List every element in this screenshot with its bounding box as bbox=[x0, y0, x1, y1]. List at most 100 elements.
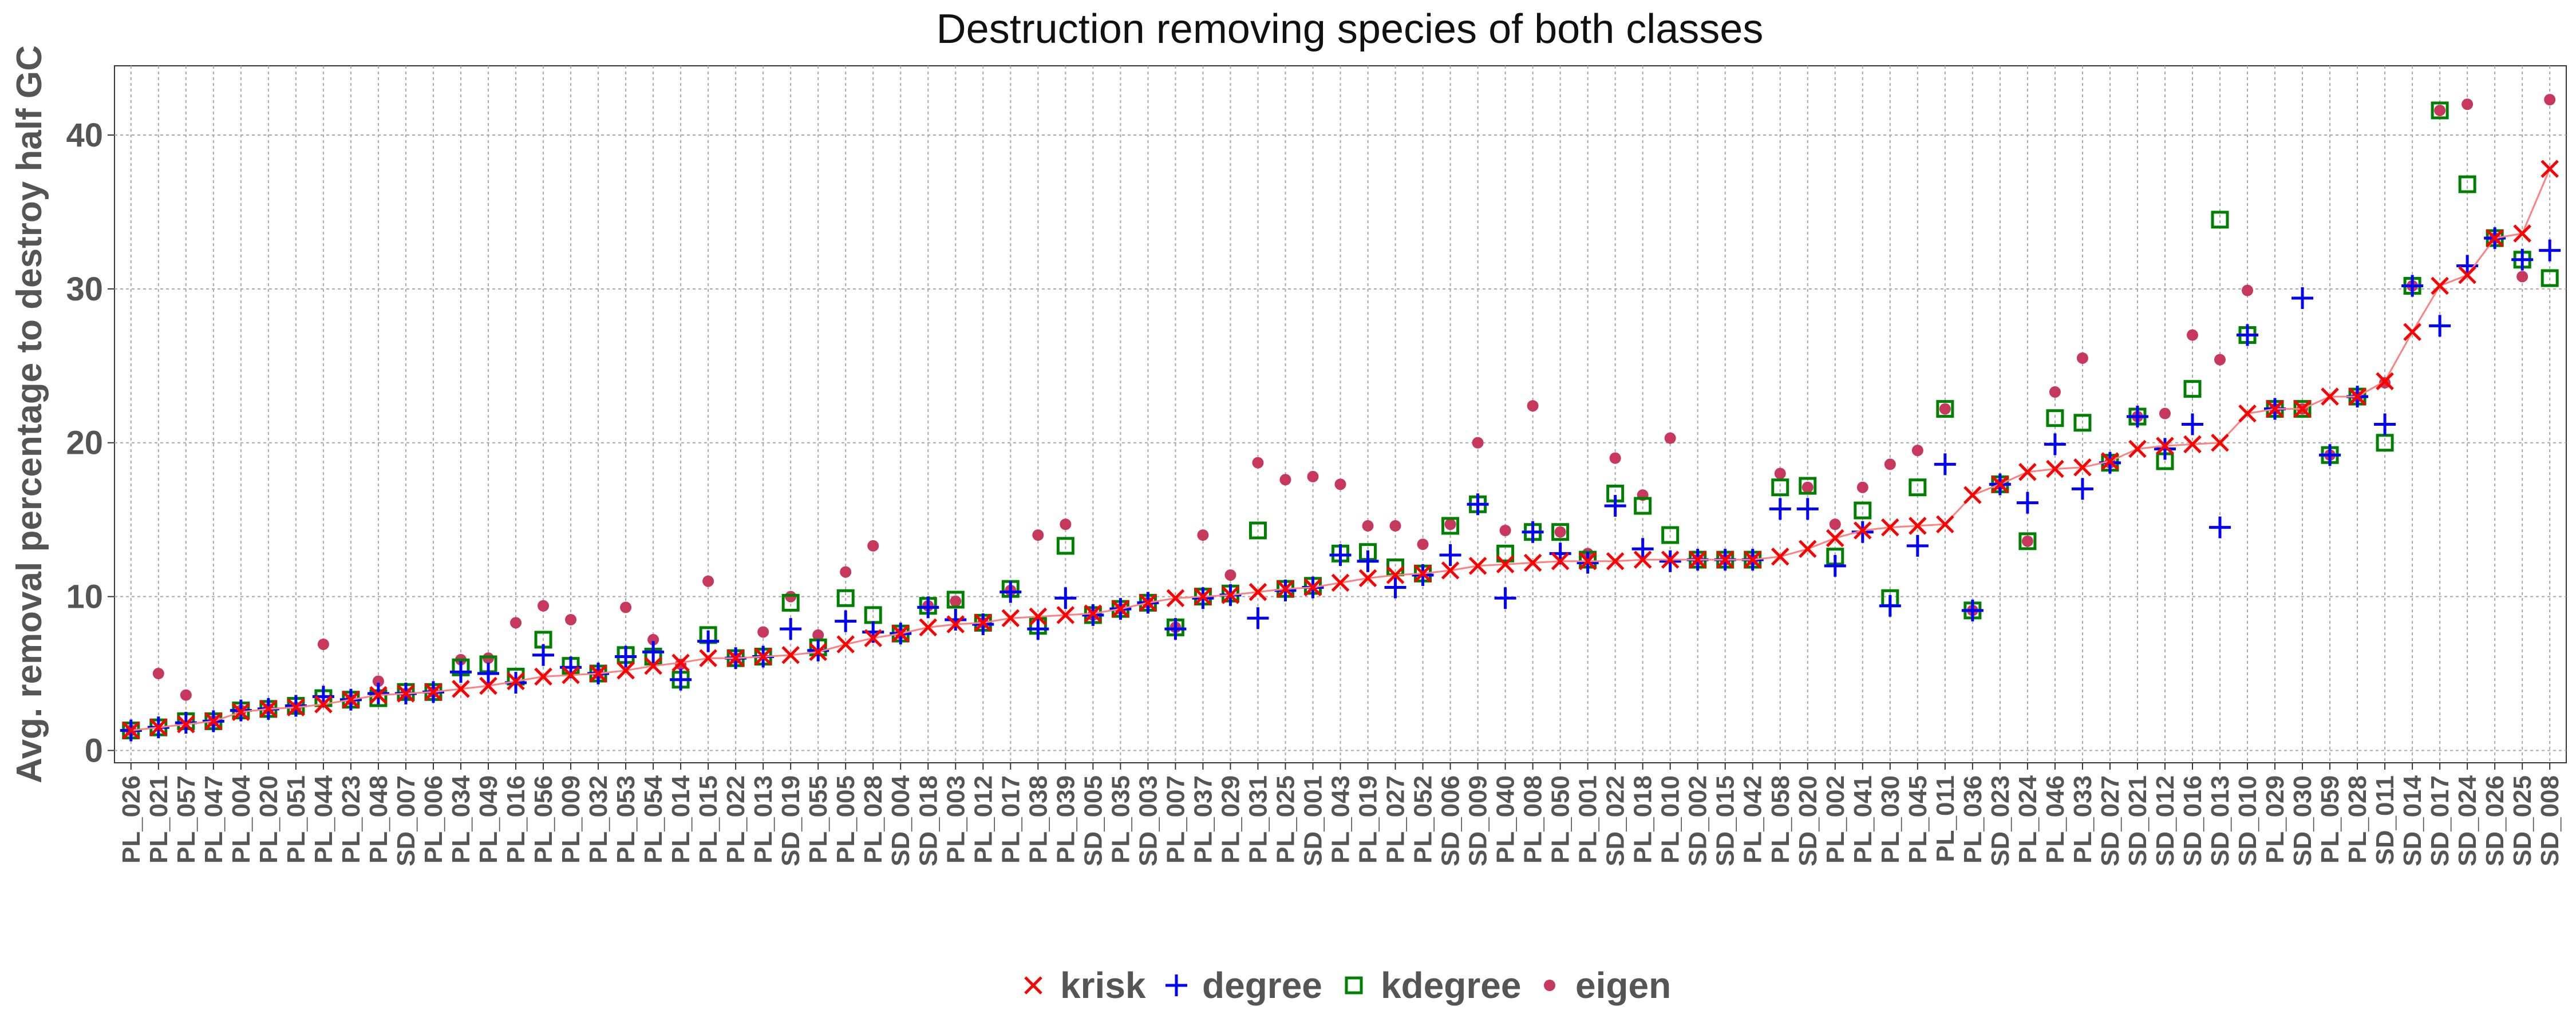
x-tick-label: SD_003 bbox=[1134, 775, 1162, 866]
degree-point bbox=[999, 581, 1022, 603]
krisk-point bbox=[1826, 529, 1844, 548]
degree-point bbox=[697, 630, 720, 652]
x-tick-label: PL_055 bbox=[804, 775, 832, 863]
krisk-point bbox=[1139, 593, 1157, 612]
degree-point bbox=[1164, 618, 1187, 640]
degree-point bbox=[2209, 516, 2231, 538]
eigen-point bbox=[2462, 98, 2474, 110]
x-tick-label: PL_059 bbox=[2316, 775, 2344, 863]
degree-point bbox=[1494, 587, 1516, 609]
degree-point bbox=[917, 596, 939, 619]
y-axis-label: Avg. removal percentage to destroy half … bbox=[10, 45, 49, 783]
x-tick-label: PL_044 bbox=[310, 775, 338, 863]
eigen-point bbox=[2516, 271, 2528, 283]
x-tick-label: PL_011 bbox=[1931, 775, 1959, 862]
degree-point bbox=[1961, 599, 1984, 621]
x-tick-label: PL_036 bbox=[1959, 775, 1987, 863]
x-tick-label: SD_024 bbox=[2453, 775, 2482, 866]
krisk-point bbox=[1413, 564, 1432, 583]
x-tick-label: SD_020 bbox=[1794, 775, 1822, 866]
krisk-point bbox=[1166, 589, 1185, 608]
x-tick-label: PL_046 bbox=[2041, 775, 2069, 863]
degree-point bbox=[2374, 413, 2396, 435]
x-tick-label: PL_040 bbox=[1492, 775, 1520, 863]
x-tick-label: PL_007 bbox=[1161, 775, 1190, 863]
x-tick-label: SD_010 bbox=[2234, 775, 2262, 866]
kdegree-point bbox=[2183, 380, 2202, 398]
x-tick-label: PL_045 bbox=[1904, 775, 1932, 863]
krisk-point bbox=[287, 698, 305, 716]
degree-point bbox=[1906, 534, 1929, 557]
kdegree-point bbox=[2018, 532, 2037, 550]
krisk-point bbox=[1633, 550, 1652, 569]
eigen-point bbox=[1032, 529, 1044, 541]
krisk-point bbox=[2403, 323, 2421, 341]
x-tick-label: PL_015 bbox=[694, 775, 722, 863]
x-tick-label: SD_008 bbox=[2536, 775, 2564, 866]
degree-point bbox=[1329, 544, 1352, 566]
krisk-point bbox=[452, 680, 470, 698]
eigen-point bbox=[1884, 458, 1896, 470]
kdegree-point bbox=[1909, 478, 1927, 497]
kdegree-point bbox=[2376, 434, 2394, 452]
x-tick-label: SD_016 bbox=[2179, 775, 2207, 866]
krisk-point bbox=[1358, 569, 1377, 588]
x-tick-label: PL_020 bbox=[255, 775, 283, 863]
x-tick-label: SD_004 bbox=[887, 775, 915, 866]
x-tick-label: PL_008 bbox=[1519, 775, 1547, 863]
eigen-point bbox=[372, 675, 384, 687]
x-tick-label: PL_034 bbox=[447, 775, 475, 863]
y-tick-label: 10 bbox=[66, 579, 103, 616]
kdegree-point bbox=[1441, 517, 1460, 535]
eigen-point bbox=[1829, 518, 1841, 530]
plot-area bbox=[114, 65, 2567, 763]
eigen-point bbox=[1774, 468, 1786, 480]
x-tick-label: PL_021 bbox=[145, 775, 173, 863]
krisk-point bbox=[1854, 521, 1872, 540]
krisk-point bbox=[699, 649, 717, 667]
eigen-point bbox=[2242, 284, 2254, 296]
x-tick-label: SD_002 bbox=[1684, 775, 1712, 866]
krisk-point bbox=[2348, 387, 2366, 406]
krisk-point bbox=[589, 664, 607, 683]
kdegree-point bbox=[2073, 414, 2092, 432]
x-tick-label: SD_006 bbox=[1437, 775, 1465, 866]
eigen-point bbox=[1554, 526, 1566, 538]
x-tick-label: PL_043 bbox=[1327, 775, 1355, 863]
degree-point bbox=[532, 644, 555, 666]
x-tick-label: PL_048 bbox=[365, 775, 393, 863]
degree-point bbox=[1522, 521, 1544, 543]
kdegree-point bbox=[1661, 526, 1680, 544]
krisk-point bbox=[1661, 550, 1680, 569]
kdegree-point bbox=[1936, 400, 1954, 418]
krisk-point bbox=[1441, 561, 1460, 580]
krisk-point bbox=[1276, 580, 1295, 598]
krisk-point bbox=[1606, 552, 1625, 571]
kdegree-point bbox=[946, 591, 965, 609]
krisk-point bbox=[2128, 439, 2147, 458]
legend-label-eigen: eigen bbox=[1575, 965, 1671, 1006]
chart-title: Destruction removing species of both cla… bbox=[937, 6, 1764, 52]
krisk-point bbox=[1084, 604, 1103, 623]
eigen-point bbox=[1911, 445, 1923, 457]
krisk-point bbox=[2376, 372, 2394, 390]
degree-point bbox=[2071, 478, 2093, 500]
degree-point bbox=[2154, 438, 2176, 460]
eigen-point bbox=[1444, 518, 1456, 530]
krisk-point bbox=[342, 690, 360, 709]
x-tick-label: SD_011 bbox=[2371, 775, 2399, 865]
x-tick-label: PL_003 bbox=[942, 775, 970, 863]
kdegree-point bbox=[1799, 477, 1817, 495]
x-tick-label: PL_018 bbox=[1629, 775, 1657, 863]
x-tick-label: PL_017 bbox=[997, 775, 1025, 863]
x-tick-label: PL_013 bbox=[749, 775, 777, 863]
krisk-point bbox=[2458, 266, 2476, 284]
krisk-point bbox=[2211, 433, 2229, 452]
krisk-point bbox=[1688, 550, 1707, 569]
degree-point bbox=[1054, 587, 1077, 609]
degree-point bbox=[1604, 494, 1626, 517]
krisk-point bbox=[864, 629, 882, 647]
eigen-point bbox=[2021, 535, 2033, 547]
x-tick-label: PL_052 bbox=[1409, 775, 1437, 863]
